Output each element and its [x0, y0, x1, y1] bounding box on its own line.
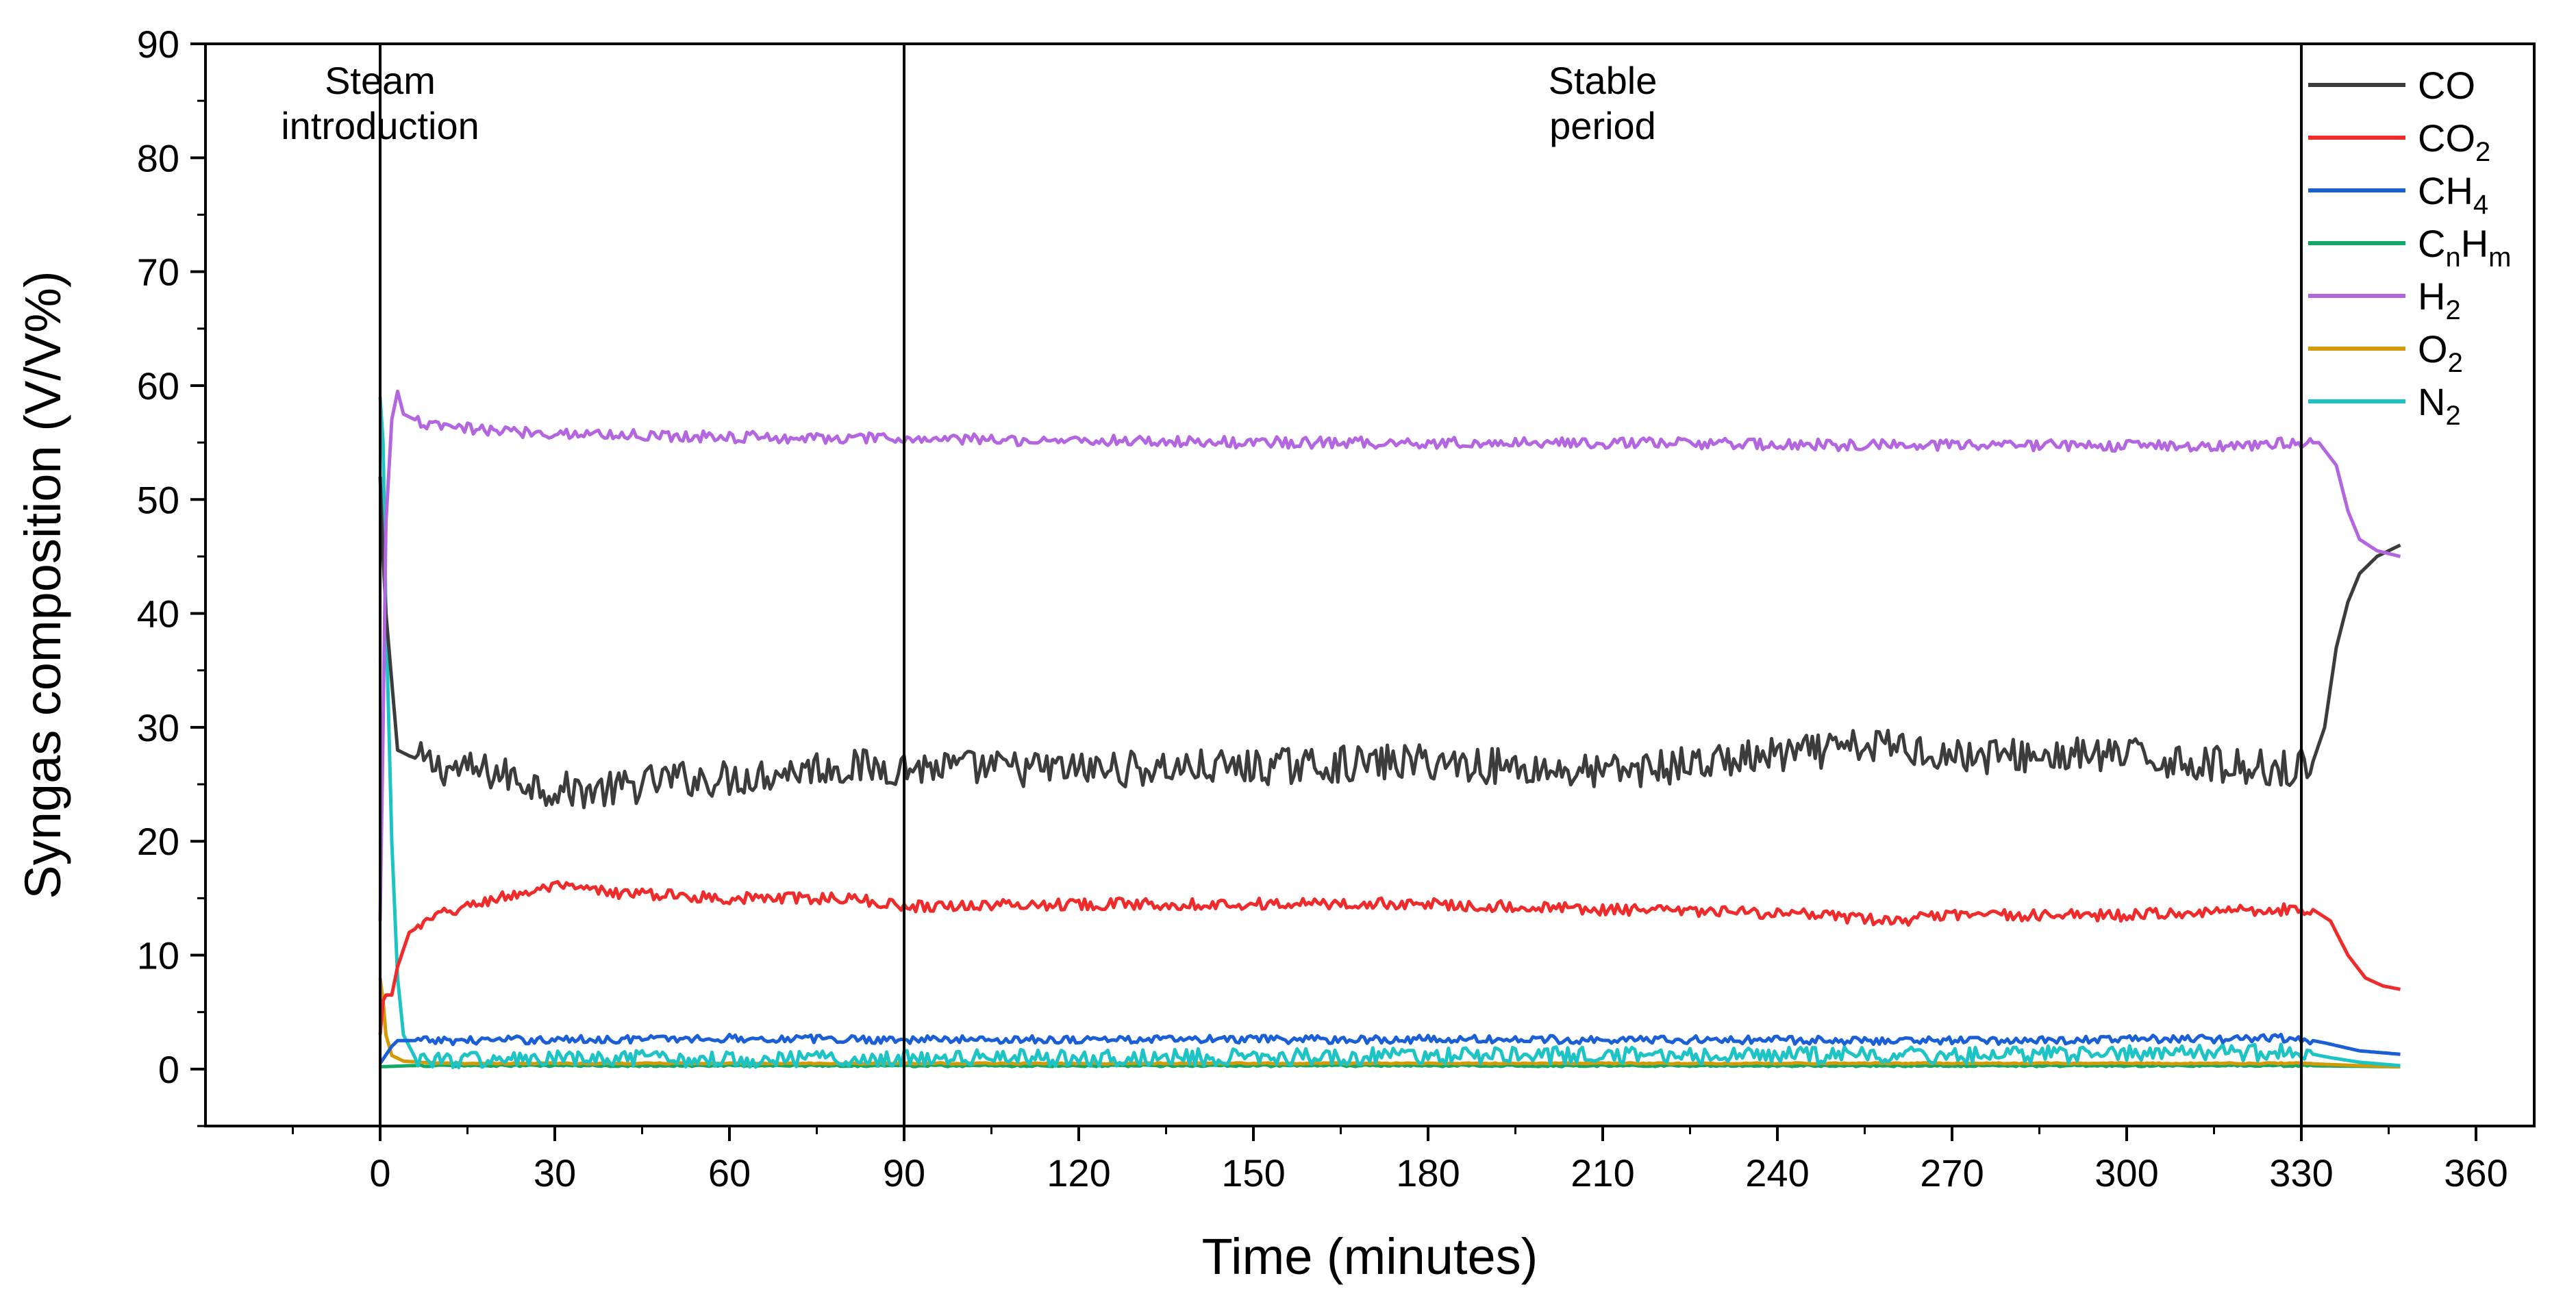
y-tick-label: 30	[137, 706, 179, 749]
legend-label-subscript: 2	[2475, 137, 2490, 167]
y-tick-label: 90	[137, 23, 179, 66]
y-tick-label: 10	[137, 934, 179, 977]
legend-label-subscript: n	[2445, 242, 2460, 273]
legend-label-h2: H2	[2418, 275, 2461, 325]
legend-label-subscript: m	[2488, 242, 2511, 273]
legend-label-main: N	[2418, 380, 2445, 423]
legend-label-main: H	[2461, 222, 2488, 265]
y-axis-title: Syngas composition (V/V%)	[14, 271, 71, 899]
legend-label-subscript: 2	[2448, 348, 2463, 378]
x-tick-label: 300	[2094, 1151, 2158, 1195]
annotation-text: Steam introduction	[281, 59, 479, 147]
legend-label-main: CH	[2418, 169, 2473, 212]
x-tick-label: 210	[1571, 1151, 1634, 1195]
x-tick-label: 150	[1221, 1151, 1285, 1195]
y-tick-label: 0	[158, 1048, 179, 1091]
x-tick-label: 270	[1920, 1151, 1984, 1195]
legend-label-subscript: 2	[2445, 295, 2460, 325]
y-tick-label: 20	[137, 820, 179, 863]
annotation-text: Stable period	[1549, 59, 1658, 147]
series-layer	[378, 389, 2401, 1070]
plot-frame	[204, 42, 2536, 1127]
y-tick-label: 70	[137, 251, 179, 294]
legend-label-cnhm: CnHm	[2418, 222, 2511, 273]
series-line-co	[378, 476, 2401, 810]
annotation-line: Steam	[325, 59, 436, 102]
x-tick-label: 360	[2444, 1151, 2508, 1195]
y-tick-label: 50	[137, 478, 179, 521]
legend-label-co: CO	[2418, 64, 2475, 107]
annotation-line: Stable	[1549, 59, 1658, 102]
annotation-line: introduction	[281, 104, 479, 147]
annotation-line: period	[1549, 104, 1656, 147]
x-tick-label: 180	[1396, 1151, 1460, 1195]
series-line-co2	[378, 879, 2401, 1036]
x-tick-label: 240	[1745, 1151, 1809, 1195]
y-tick-label: 80	[137, 136, 179, 179]
legend-label-subscript: 4	[2473, 190, 2488, 220]
vline-layer	[379, 44, 2303, 1126]
x-tick-label: 0	[369, 1151, 390, 1195]
x-tick-label: 60	[708, 1151, 751, 1195]
x-tick-label: 120	[1047, 1151, 1110, 1195]
legend-label-main: CO	[2418, 64, 2475, 107]
legend-label-main: H	[2418, 275, 2445, 318]
legend-label-n2: N2	[2418, 380, 2461, 431]
series-line-n2	[378, 397, 2401, 1070]
tick-layer: 0 30 60 90 120 150 180 210 240 270 300 330 360010203…	[137, 23, 2508, 1195]
legend-label-ch4: CH4	[2418, 169, 2488, 220]
series-line-ch4	[378, 1032, 2401, 1064]
series-line-h2	[378, 389, 2401, 921]
x-axis-title: Time (minutes)	[1202, 1228, 1538, 1285]
x-tick-label: 330	[2269, 1151, 2333, 1195]
y-tick-label: 60	[137, 364, 179, 408]
legend-label-subscript: 2	[2445, 401, 2460, 431]
legend-label-co2: CO2	[2418, 116, 2490, 167]
y-tick-label: 40	[137, 592, 179, 636]
legend-label-o2: O2	[2418, 327, 2463, 378]
legend-label-main: C	[2418, 222, 2445, 265]
x-tick-label: 90	[883, 1151, 925, 1195]
legend-label-main: O	[2418, 327, 2448, 371]
legend-label-main: CO	[2418, 116, 2475, 160]
x-tick-label: 30	[534, 1151, 576, 1195]
annotation-layer: Steam introduction Stable period	[281, 59, 1657, 147]
